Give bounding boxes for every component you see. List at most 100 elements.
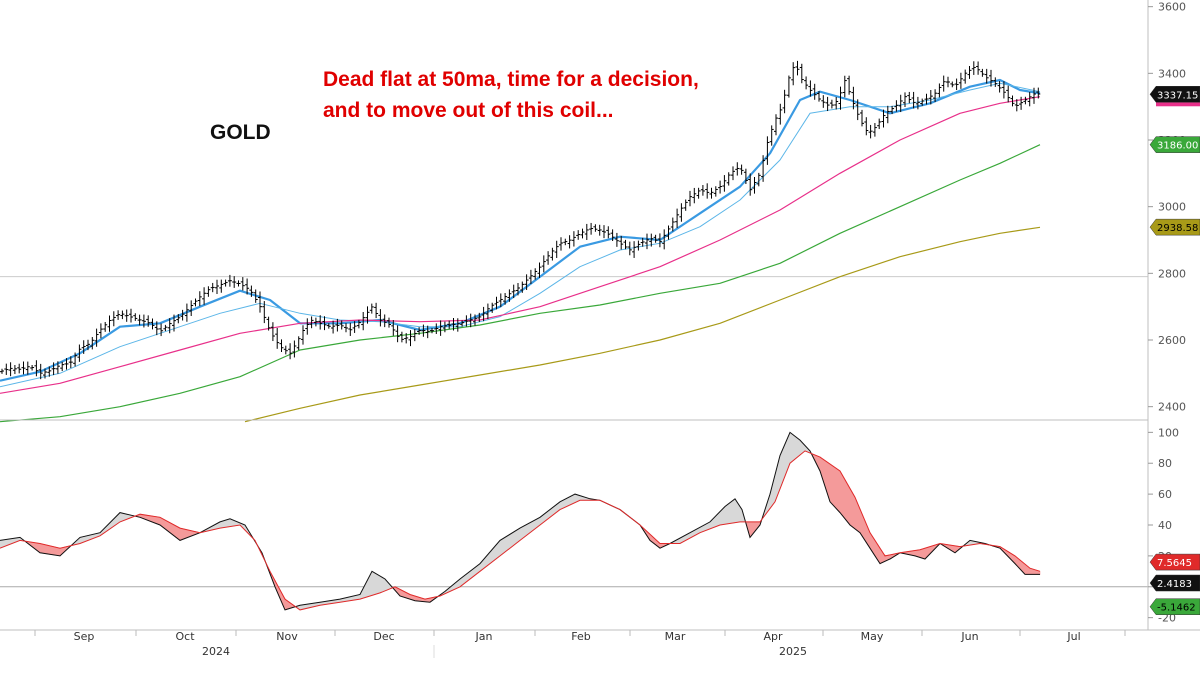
ohlc-bar [283, 345, 288, 355]
ohlc-bar [455, 318, 460, 332]
price-tick-label: 2400 [1158, 401, 1186, 414]
ohlc-bar [829, 99, 834, 109]
ohlc-bar [64, 358, 69, 370]
ohlc-bar [541, 255, 546, 273]
ohlc-bar [933, 89, 938, 103]
ohlc-bar [700, 185, 705, 196]
ohlc-bar [348, 322, 353, 336]
ohlc-bar [739, 164, 744, 175]
ohlc-bar [17, 363, 22, 374]
ohlc-bar [301, 325, 305, 345]
price-tag-label: 3337.15 [1157, 90, 1198, 101]
ohlc-bar [12, 365, 17, 375]
ohlc-bar [984, 68, 989, 84]
ohlc-bar [627, 241, 632, 256]
ohlc-bar [133, 313, 138, 321]
ohlc-bar [137, 314, 142, 326]
ohlc-bar [761, 155, 766, 182]
ohlc-bar [344, 323, 348, 333]
ohlc-bar [219, 279, 224, 293]
ohlc-bar [232, 276, 237, 288]
ohlc-bar [184, 303, 189, 322]
ohlc-bar [279, 339, 284, 353]
month-label: Nov [276, 630, 298, 643]
year-label: 2025 [779, 645, 807, 658]
ohlc-bar [722, 175, 727, 192]
ohlc-bar [365, 306, 370, 324]
ma-medium-line [0, 82, 1041, 388]
ohlc-bar [326, 323, 331, 329]
ohlc-bar [116, 310, 121, 320]
ohlc-bar [477, 312, 482, 322]
ohlc-bar [73, 352, 78, 367]
ohlc-bar [120, 310, 125, 320]
ohlc-bar [623, 239, 628, 250]
ohlc-bar [791, 62, 796, 86]
ohlc-bar [1019, 96, 1024, 110]
ohlc-bar [666, 225, 671, 240]
osc-tick-label: 80 [1158, 457, 1172, 470]
ohlc-bar [731, 166, 735, 181]
month-label: May [861, 630, 884, 643]
ohlc-bar [189, 300, 194, 316]
month-label: Mar [665, 630, 686, 643]
ohlc-bar [576, 230, 581, 240]
ohlc-bar [567, 235, 572, 249]
ohlc-bar [937, 83, 942, 98]
ohlc-bar [339, 320, 344, 330]
ohlc-bar [335, 318, 340, 332]
ohlc-bar [989, 69, 993, 87]
price-tag: 2938.58 [1149, 218, 1200, 236]
ohlc-bar [688, 190, 692, 207]
ohlc-bar [68, 356, 73, 369]
ohlc-bar [387, 317, 391, 328]
ohlc-bar [464, 315, 469, 327]
ohlc-bar [141, 314, 146, 328]
ohlc-bar [748, 173, 753, 196]
ohlc-bar [498, 293, 503, 308]
ohlc-bar [275, 327, 280, 349]
ohlc-bar [107, 315, 112, 332]
ohlc-bar [434, 323, 439, 334]
ohlc-bar [602, 225, 606, 239]
ohlc-bar [378, 309, 383, 327]
ohlc-bar [825, 96, 830, 112]
ohlc-bar [111, 311, 116, 327]
ohlc-bar [258, 291, 262, 313]
ohlc-bar [442, 321, 447, 333]
ohlc-bar [356, 319, 361, 329]
price-tag-bg [1149, 86, 1200, 103]
ohlc-bar [90, 337, 95, 350]
ohlc-bar [223, 279, 228, 287]
ohlc-bar [438, 320, 443, 336]
ohlc-bar [812, 83, 817, 100]
month-label: Apr [763, 630, 783, 643]
price-tick-label: 3000 [1158, 201, 1186, 214]
ohlc-bar [34, 360, 39, 377]
oscillator-panel [0, 431, 1148, 611]
ohlc-bar [640, 237, 645, 247]
ohlc-bar [395, 325, 400, 343]
ohlc-bar [468, 313, 473, 328]
ohlc-bar [597, 224, 602, 236]
ohlc-bar [872, 123, 877, 137]
ohlc-bar [851, 86, 856, 110]
ohlc-bar [94, 328, 99, 347]
ohlc-bar [124, 309, 129, 322]
ohlc-bar [546, 251, 551, 265]
ohlc-bar [928, 89, 933, 105]
ohlc-bar [292, 340, 297, 358]
price-tick-label: 3600 [1158, 1, 1186, 14]
ohlc-bar [860, 109, 864, 127]
100ma-line [0, 144, 1041, 423]
ohlc-bar [193, 298, 198, 307]
ohlc-bar [202, 287, 207, 305]
price-tag-bg [1149, 218, 1200, 236]
ohlc-bar [524, 274, 529, 290]
ohlc-bar [159, 323, 164, 337]
ohlc-bar [129, 308, 133, 323]
ohlc-bar [868, 124, 873, 139]
ohlc-bar [30, 364, 35, 371]
ohlc-bar [877, 118, 882, 130]
